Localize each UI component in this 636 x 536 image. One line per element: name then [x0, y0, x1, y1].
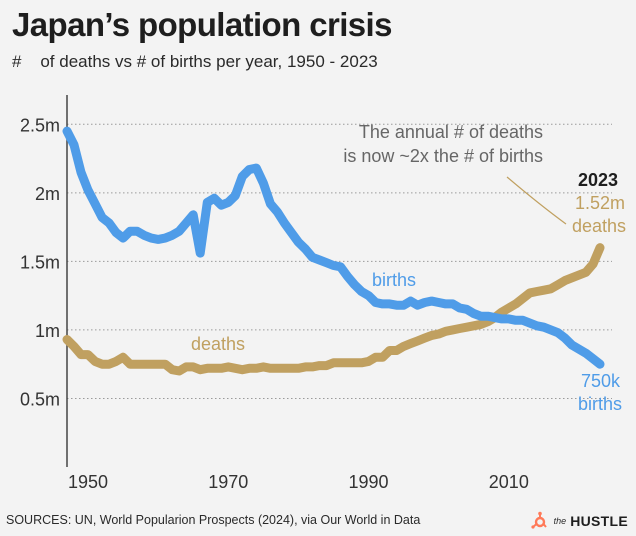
x-tick-labels: 1950 1970 1990 2010	[68, 472, 529, 492]
y-tick-label: 2.5m	[20, 115, 60, 135]
y-gridlines	[67, 123, 612, 399]
births-value-label: 750k	[581, 371, 621, 391]
y-tick-label: 1m	[35, 321, 60, 341]
source-note: SOURCES: UN, World Popularion Prospects …	[6, 513, 421, 527]
brand-mark: the HUSTLE	[530, 511, 628, 531]
deaths-value-label: 1.52m	[575, 193, 625, 213]
x-tick-label: 1990	[349, 472, 389, 492]
y-tick-labels: 0.5m 1m 1.5m 2m 2.5m	[20, 115, 60, 409]
annotation-year: 2023	[578, 170, 618, 190]
hubspot-sprocket-icon	[531, 511, 547, 529]
annotation-leader-line	[506, 176, 567, 225]
annotation-headline-line-1: The annual # of deaths	[359, 122, 543, 142]
births-line	[62, 126, 605, 369]
chart-title: Japan’s population crisis	[12, 6, 392, 43]
deaths-line	[62, 243, 605, 376]
births-end-label: births	[578, 394, 622, 414]
deaths-series-label: deaths	[191, 334, 245, 354]
chart-subtitle: # of deaths vs # of births per year, 195…	[12, 52, 378, 71]
y-tick-label: 1.5m	[20, 252, 60, 272]
brand-prefix: the	[553, 516, 567, 526]
births-series-label: births	[372, 270, 416, 290]
y-tick-label: 0.5m	[20, 389, 60, 409]
x-tick-label: 1950	[68, 472, 108, 492]
x-tick-label: 1970	[208, 472, 248, 492]
y-tick-label: 2m	[35, 184, 60, 204]
x-tick-label: 2010	[489, 472, 529, 492]
annotation-headline-line-2: is now ~2x the # of births	[343, 146, 543, 166]
deaths-end-label: deaths	[572, 216, 626, 236]
brand-name: HUSTLE	[570, 513, 628, 529]
